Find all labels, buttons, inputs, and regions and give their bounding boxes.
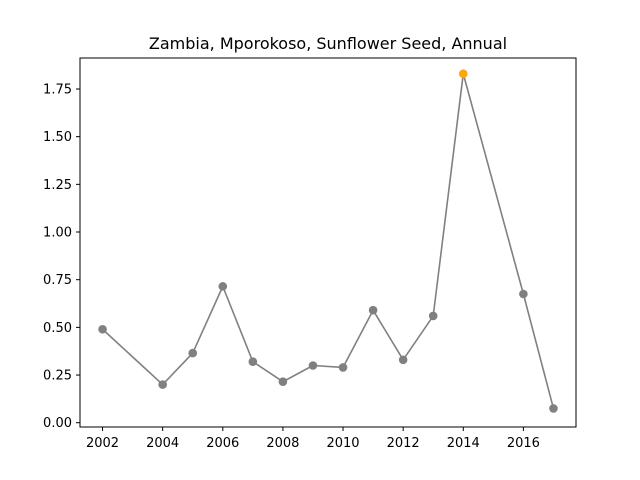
y-tick-label: 0.50 — [43, 321, 72, 336]
data-point — [98, 324, 107, 334]
data-point — [308, 361, 318, 370]
y-tick-label: 1.50 — [43, 130, 72, 145]
data-point — [218, 282, 228, 291]
data-point — [188, 348, 198, 358]
x-tick-label: 2016 — [507, 436, 540, 451]
y-tick-label: 0.25 — [43, 369, 72, 384]
y-tick-label: 1.00 — [43, 226, 72, 241]
data-point — [278, 377, 288, 387]
x-tick-label: 2002 — [86, 436, 119, 451]
data-point — [368, 305, 378, 315]
x-tick-label: 2004 — [146, 436, 179, 451]
y-tick-label: 0.00 — [43, 416, 72, 431]
data-point — [428, 311, 438, 321]
data-point — [398, 355, 408, 365]
data-point — [158, 380, 167, 389]
data-point — [519, 289, 528, 299]
axes-frame — [79, 57, 577, 428]
data-point — [248, 357, 258, 366]
x-tick-label: 2012 — [387, 436, 420, 451]
plot-area: 2002 2004 2006 2008 2010 2012 2014 2016 0.00 0.25… — [43, 57, 577, 451]
x-tick-label: 2006 — [206, 436, 239, 451]
y-tick-label: 1.25 — [43, 178, 72, 193]
x-tick-label: 2014 — [447, 436, 480, 451]
data-point — [549, 404, 558, 413]
series-line — [102, 72, 555, 409]
y-tick-label: 1.75 — [43, 82, 72, 97]
y-tick-label: 0.75 — [43, 273, 72, 288]
chart-title: Zambia, Mporokoso, Sunflower Seed, Annua… — [149, 34, 507, 53]
highlight-point — [458, 69, 468, 79]
x-tick-label: 2008 — [266, 436, 299, 451]
x-tick-label: 2010 — [326, 436, 359, 451]
data-point — [338, 363, 348, 372]
